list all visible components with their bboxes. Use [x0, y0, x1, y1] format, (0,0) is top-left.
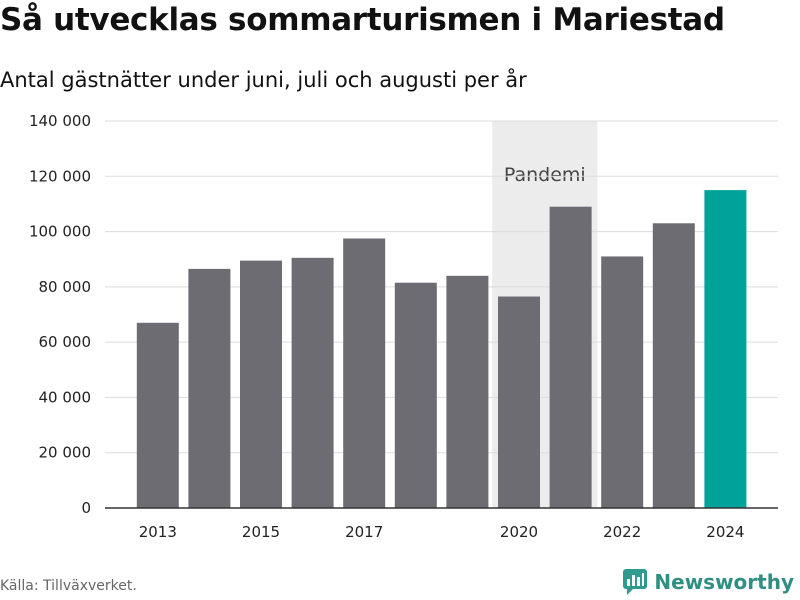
bar-2023: [652, 223, 695, 508]
x-tick-label: 2013: [139, 523, 177, 541]
y-tick-label: 140 000: [29, 112, 91, 130]
bar-2017: [343, 238, 386, 508]
chart-title: Så utvecklas sommarturismen i Mariestad: [0, 2, 725, 38]
newsworthy-logo-icon: [623, 569, 648, 595]
bar-2016: [291, 257, 334, 508]
bar-2018: [394, 282, 437, 508]
x-tick-label: 2024: [706, 523, 744, 541]
bar-2024: [704, 190, 747, 508]
x-tick-label: 2015: [242, 523, 280, 541]
pandemic-annotation: Pandemi: [504, 164, 586, 186]
y-tick-label: 20 000: [39, 444, 92, 462]
brand-name: Newsworthy: [654, 570, 794, 594]
y-tick-label: 60 000: [39, 333, 92, 351]
bar-2020: [498, 296, 540, 508]
y-tick-label: 40 000: [39, 388, 92, 406]
y-tick-label: 0: [81, 499, 91, 517]
bar-2021: [549, 206, 592, 508]
y-tick-label: 100 000: [29, 223, 91, 241]
x-tick-label: 2017: [345, 523, 383, 541]
bar-2019: [446, 275, 489, 508]
y-tick-label: 80 000: [39, 278, 92, 296]
bar-chart: Pandemi 0 20 000 40 000 60 000 80 000 100 000…: [29, 112, 778, 541]
source-note: Källa: Tillväxverket.: [0, 578, 137, 594]
bar-2022: [601, 256, 644, 508]
y-tick-label: 120 000: [29, 167, 91, 185]
chart-subtitle: Antal gästnätter under juni, juli och au…: [0, 68, 527, 92]
x-tick-label: 2022: [603, 523, 641, 541]
bar-2014: [188, 268, 231, 508]
bar-2015: [240, 260, 282, 508]
brand-logo[interactable]: Newsworthy: [622, 568, 794, 596]
x-tick-label: 2020: [500, 523, 538, 541]
bar-2013: [136, 322, 179, 508]
